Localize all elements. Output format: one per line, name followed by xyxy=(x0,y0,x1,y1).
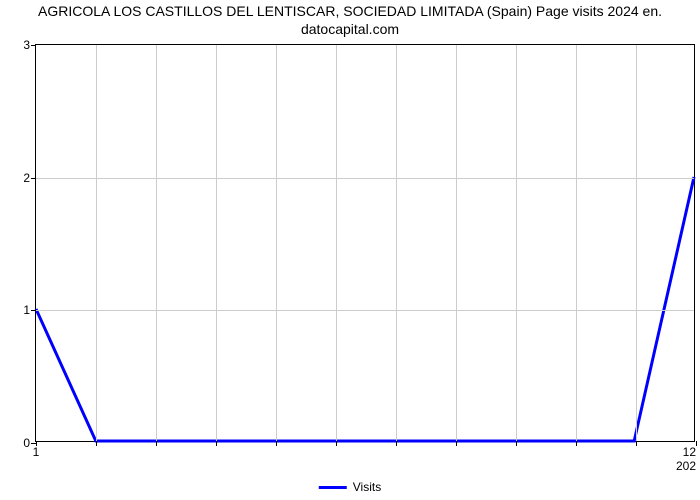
plot-area: 0123112202 xyxy=(35,44,695,442)
x-tick-mark xyxy=(516,441,517,446)
grid-line-vertical xyxy=(576,45,577,441)
x-tick-mark xyxy=(396,441,397,446)
chart-title-line2: datocapital.com xyxy=(301,21,399,37)
y-tick-label: 1 xyxy=(23,303,36,317)
x-tick-mark xyxy=(216,441,217,446)
x-tick-mark xyxy=(576,441,577,446)
grid-line-vertical xyxy=(336,45,337,441)
visits-line-chart: AGRICOLA LOS CASTILLOS DEL LENTISCAR, SO… xyxy=(0,0,700,500)
grid-line-vertical xyxy=(396,45,397,441)
chart-title: AGRICOLA LOS CASTILLOS DEL LENTISCAR, SO… xyxy=(0,2,700,38)
x-tick-mark xyxy=(456,441,457,446)
legend-label: Visits xyxy=(353,480,381,494)
line-series-layer xyxy=(36,45,694,441)
x-tick-mark xyxy=(156,441,157,446)
grid-line-vertical xyxy=(276,45,277,441)
x-tick-mark xyxy=(336,441,337,446)
legend-swatch xyxy=(319,486,347,489)
x-tick-label-right-bottom: 202 xyxy=(676,459,696,473)
x-tick-mark xyxy=(96,441,97,446)
grid-line-vertical xyxy=(636,45,637,441)
x-tick-label-right: 12202 xyxy=(676,441,696,473)
grid-line-vertical xyxy=(216,45,217,441)
grid-line-vertical xyxy=(516,45,517,441)
x-tick-label-right-top: 12 xyxy=(683,445,696,459)
visits-line-series xyxy=(36,177,694,441)
grid-line-horizontal xyxy=(36,310,694,311)
x-tick-mark xyxy=(696,441,697,446)
grid-line-vertical xyxy=(156,45,157,441)
x-tick-label-left: 1 xyxy=(33,441,40,459)
y-tick-label: 3 xyxy=(23,38,36,52)
chart-title-line1: AGRICOLA LOS CASTILLOS DEL LENTISCAR, SO… xyxy=(38,3,662,19)
grid-line-vertical xyxy=(96,45,97,441)
grid-line-horizontal xyxy=(36,178,694,179)
y-tick-label: 2 xyxy=(23,171,36,185)
chart-legend: Visits xyxy=(319,480,381,494)
grid-line-vertical xyxy=(456,45,457,441)
x-tick-mark xyxy=(276,441,277,446)
x-tick-mark xyxy=(636,441,637,446)
